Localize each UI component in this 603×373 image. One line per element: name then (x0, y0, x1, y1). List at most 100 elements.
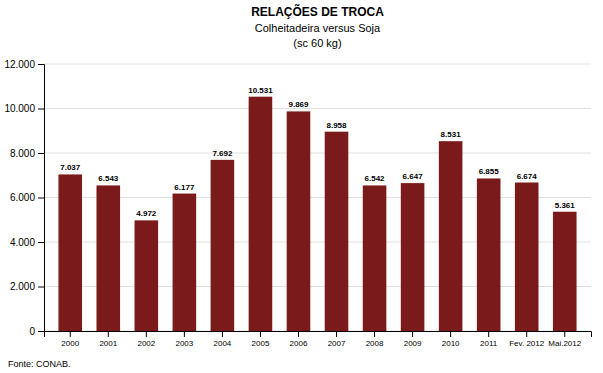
y-axis-line (38, 65, 45, 332)
x-tick: 2001 (99, 331, 117, 348)
x-tick-mark (108, 331, 109, 337)
bar (211, 160, 235, 331)
x-tick-label: 2001 (99, 339, 117, 348)
x-tick-label: 2010 (442, 339, 460, 348)
data-label: 6.647 (403, 172, 424, 181)
grid-line (44, 64, 591, 65)
data-label: 6.543 (98, 174, 119, 183)
x-tick-label: 2011 (480, 339, 498, 348)
plot: 02.0004.0006.0008.00010.00012.0002000200… (4, 59, 591, 348)
x-tick: 2008 (366, 331, 384, 348)
x-tick-mark (564, 331, 565, 337)
bar (553, 212, 577, 331)
data-label: 10.531 (248, 86, 273, 95)
y-tick-mark (38, 198, 44, 199)
bar (249, 97, 273, 331)
y-tick-label: 6.000 (10, 192, 35, 203)
x-tick-mark (70, 331, 71, 337)
subtitle: Colheitadeira versus Soja (255, 22, 381, 34)
y-tick-label: 0 (29, 326, 35, 337)
y-tick: 2.000 (10, 281, 44, 292)
data-label: 8.531 (441, 130, 462, 139)
y-tick: 10.000 (4, 103, 44, 114)
grid-line (44, 108, 591, 109)
x-tick-label: 2002 (137, 339, 155, 348)
x-tick: 2002 (137, 331, 155, 348)
x-axis: 2000 2001 2002 2003 2004 2005 2006 2007 2008 2009… (45, 331, 592, 348)
x-tick-label: 2008 (366, 339, 384, 348)
data-label: 9.869 (288, 100, 309, 109)
bar (515, 183, 539, 331)
title: RELAÇÕES DE TROCA (251, 4, 384, 19)
grid-line (44, 197, 591, 198)
x-tick-label: 2007 (328, 339, 346, 348)
y-tick-label: 10.000 (4, 103, 35, 114)
bar (363, 185, 387, 331)
grid-line (44, 153, 591, 154)
x-tick-mark (298, 331, 299, 337)
data-labels: 7.037 6.543 4.972 6.177 7.692 10.531 9.869 8.95… (60, 86, 575, 219)
y-tick-mark (38, 242, 44, 243)
y-tick-label: 8.000 (10, 148, 35, 159)
x-tick-label: 2003 (175, 339, 193, 348)
bar (287, 111, 311, 331)
bar (58, 174, 82, 331)
x-tick: 2006 (290, 331, 308, 348)
y-axis: 0 2.000 4.000 6.000 8.000 10.000 12.000 (4, 59, 44, 337)
grid-line (44, 286, 591, 287)
x-axis-line (45, 332, 592, 338)
bar (96, 185, 120, 331)
y-tick: 8.000 (10, 148, 44, 159)
bar (173, 194, 197, 331)
x-tick: 2007 (328, 331, 346, 348)
x-tick-mark (336, 331, 337, 337)
x-tick-mark (374, 331, 375, 337)
unit-note: (sc 60 kg) (293, 37, 341, 49)
x-tick-mark (184, 331, 185, 337)
grid (44, 64, 591, 331)
x-tick-label: 2005 (252, 339, 270, 348)
x-tick-mark (260, 331, 261, 337)
x-tick-label: 2006 (290, 339, 308, 348)
source: Fonte: CONAB. (8, 359, 71, 369)
bar (439, 141, 463, 331)
data-label: 7.037 (60, 163, 81, 172)
bar (401, 183, 425, 331)
y-tick-label: 4.000 (10, 237, 35, 248)
bar (477, 178, 501, 331)
y-tick: 4.000 (10, 237, 44, 248)
x-tick-mark (412, 331, 413, 337)
x-tick: 2005 (252, 331, 270, 348)
x-tick-mark (450, 331, 451, 337)
bar (325, 132, 349, 331)
data-label: 7.692 (212, 149, 233, 158)
x-tick: 2003 (175, 331, 193, 348)
x-tick: Fev. 2012 (509, 331, 545, 348)
x-tick-mark (526, 331, 527, 337)
x-tick: Mai.2012 (548, 331, 581, 348)
y-tick: 0 (29, 326, 44, 337)
grid-line (44, 242, 591, 243)
x-tick: 2009 (404, 331, 422, 348)
y-tick-label: 12.000 (4, 59, 35, 70)
x-tick-mark (222, 331, 223, 337)
data-label: 4.972 (136, 209, 157, 218)
data-label: 6.674 (517, 172, 538, 181)
x-tick: 2000 (61, 331, 79, 348)
x-tick: 2004 (214, 331, 232, 348)
x-tick-label: 2000 (61, 339, 79, 348)
x-tick-mark (488, 331, 489, 337)
data-label: 6.177 (174, 183, 195, 192)
data-label: 6.855 (479, 167, 500, 176)
x-tick-label: Mai.2012 (548, 339, 581, 348)
y-tick-mark (38, 64, 44, 65)
chart: RELAÇÕES DE TROCA Colheitadeira versus So… (0, 0, 603, 373)
x-tick-mark (146, 331, 147, 337)
data-label: 5.361 (555, 201, 576, 210)
y-tick-label: 2.000 (10, 281, 35, 292)
bar (135, 220, 159, 331)
y-tick: 12.000 (4, 59, 44, 70)
x-tick: 2011 (480, 331, 498, 348)
data-label: 8.958 (327, 121, 348, 130)
y-tick-mark (38, 287, 44, 288)
